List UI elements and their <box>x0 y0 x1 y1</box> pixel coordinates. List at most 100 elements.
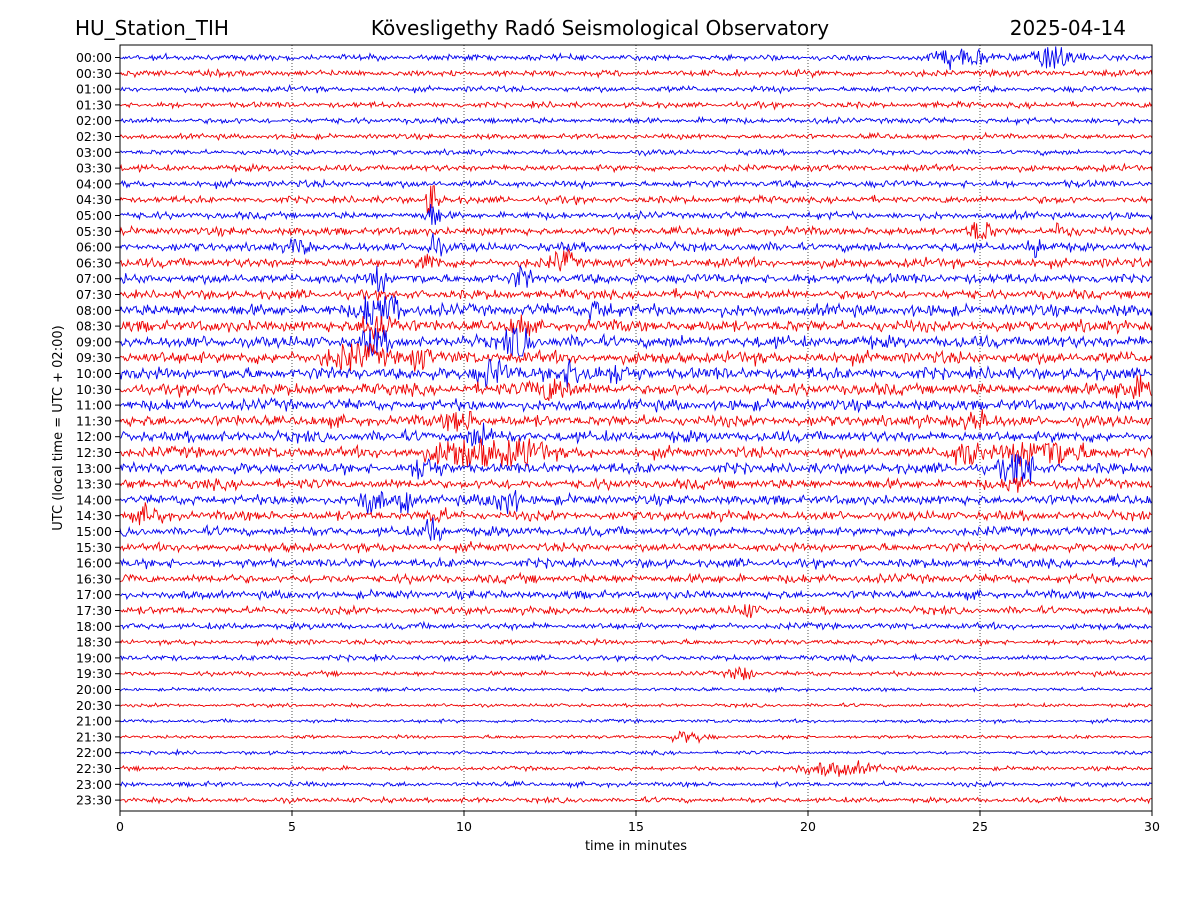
x-tick-label-0: 0 <box>116 819 124 834</box>
y-tick-label-30: 15:00 <box>76 524 112 539</box>
trace-2 <box>119 83 1153 95</box>
trace-19 <box>119 342 1153 372</box>
y-tick-labels: 00:0000:3001:0001:3002:0002:3003:0003:30… <box>76 50 120 808</box>
y-tick-label-1: 00:30 <box>76 66 112 81</box>
trace-31 <box>119 541 1153 554</box>
chart-date: 2025-04-14 <box>1010 16 1126 40</box>
trace-0 <box>119 46 1153 70</box>
trace-41 <box>119 701 1153 709</box>
y-tick-label-47: 23:30 <box>76 793 112 808</box>
trace-5 <box>119 131 1153 141</box>
y-tick-label-15: 07:30 <box>76 287 112 302</box>
trace-36 <box>119 620 1153 632</box>
y-tick-label-40: 20:00 <box>76 682 112 697</box>
y-tick-label-41: 20:30 <box>76 698 112 713</box>
trace-32 <box>119 556 1153 570</box>
trace-20 <box>119 358 1153 388</box>
y-tick-label-39: 19:30 <box>76 666 112 681</box>
y-tick-label-26: 13:00 <box>76 461 112 476</box>
y-tick-label-5: 02:30 <box>76 129 112 144</box>
trace-4 <box>119 115 1153 127</box>
trace-23 <box>119 409 1153 432</box>
trace-16 <box>119 294 1153 325</box>
trace-45 <box>119 760 1153 778</box>
y-tick-label-19: 09:30 <box>76 350 112 365</box>
trace-39 <box>119 666 1153 681</box>
trace-42 <box>119 717 1153 725</box>
y-tick-label-37: 18:30 <box>76 635 112 650</box>
trace-9 <box>119 185 1153 214</box>
y-tick-label-7: 03:30 <box>76 161 112 176</box>
y-tick-label-31: 15:30 <box>76 540 112 555</box>
y-tick-label-0: 00:00 <box>76 50 112 65</box>
trace-8 <box>120 177 1153 190</box>
trace-14 <box>119 264 1153 293</box>
x-tick-label-1: 5 <box>288 819 296 834</box>
y-tick-label-45: 22:30 <box>76 761 112 776</box>
x-ticks: 0 5 10 15 20 25 30 <box>116 811 1160 834</box>
y-tick-label-12: 06:00 <box>76 240 112 255</box>
trace-18 <box>119 327 1153 357</box>
y-tick-label-22: 11:00 <box>76 398 112 413</box>
y-tick-label-16: 08:00 <box>76 303 112 318</box>
station-name: HU_Station_TIH <box>75 16 229 40</box>
trace-46 <box>119 780 1153 789</box>
trace-38 <box>119 652 1153 664</box>
y-tick-label-8: 04:00 <box>76 176 112 191</box>
trace-24 <box>119 422 1153 447</box>
trace-15 <box>119 288 1153 302</box>
y-tick-label-28: 14:00 <box>76 492 112 507</box>
trace-43 <box>119 730 1153 744</box>
y-tick-label-44: 22:00 <box>76 745 112 760</box>
trace-3 <box>119 100 1153 111</box>
y-tick-label-3: 01:30 <box>76 97 112 112</box>
trace-26 <box>119 454 1153 484</box>
trace-1 <box>119 68 1153 79</box>
y-tick-label-20: 10:00 <box>76 366 112 381</box>
y-tick-label-21: 10:30 <box>76 382 112 397</box>
trace-40 <box>119 686 1153 694</box>
y-tick-label-43: 21:30 <box>76 729 112 744</box>
trace-21 <box>119 375 1153 402</box>
x-tick-label-5: 25 <box>972 819 988 834</box>
y-axis-label: UTC (local time = UTC + 02:00) <box>51 325 66 530</box>
y-tick-label-29: 14:30 <box>76 508 112 523</box>
trace-6 <box>119 147 1153 157</box>
trace-37 <box>119 637 1153 648</box>
y-tick-label-46: 23:00 <box>76 777 112 792</box>
x-axis-label: time in minutes <box>585 839 687 854</box>
y-tick-label-18: 09:00 <box>76 334 112 349</box>
trace-34 <box>120 588 1153 601</box>
y-tick-label-14: 07:00 <box>76 271 112 286</box>
trace-47 <box>119 795 1153 805</box>
y-tick-label-33: 16:30 <box>76 571 112 586</box>
grid-lines <box>291 45 981 811</box>
trace-27 <box>119 476 1153 493</box>
trace-13 <box>119 248 1153 272</box>
y-tick-label-13: 06:30 <box>76 255 112 270</box>
y-tick-label-2: 01:00 <box>76 82 112 97</box>
trace-28 <box>119 489 1153 514</box>
x-tick-label-3: 15 <box>628 819 644 834</box>
y-tick-label-23: 11:30 <box>76 413 112 428</box>
trace-25 <box>119 438 1153 467</box>
trace-12 <box>119 233 1153 259</box>
y-tick-label-32: 16:00 <box>76 556 112 571</box>
trace-22 <box>119 397 1153 414</box>
y-tick-label-10: 05:00 <box>76 208 112 223</box>
x-tick-label-6: 30 <box>1144 819 1160 834</box>
observatory-title: Kövesligethy Radó Seismological Observat… <box>371 16 829 40</box>
y-tick-label-35: 17:30 <box>76 603 112 618</box>
y-tick-label-34: 17:00 <box>76 587 112 602</box>
trace-44 <box>119 748 1153 757</box>
trace-7 <box>119 162 1153 174</box>
trace-30 <box>119 517 1152 542</box>
y-tick-label-24: 12:00 <box>76 429 112 444</box>
y-tick-label-4: 02:00 <box>76 113 112 128</box>
x-tick-label-4: 20 <box>800 819 816 834</box>
trace-35 <box>119 604 1153 619</box>
y-tick-label-25: 12:30 <box>76 445 112 460</box>
trace-33 <box>119 571 1153 586</box>
trace-10 <box>119 203 1153 225</box>
